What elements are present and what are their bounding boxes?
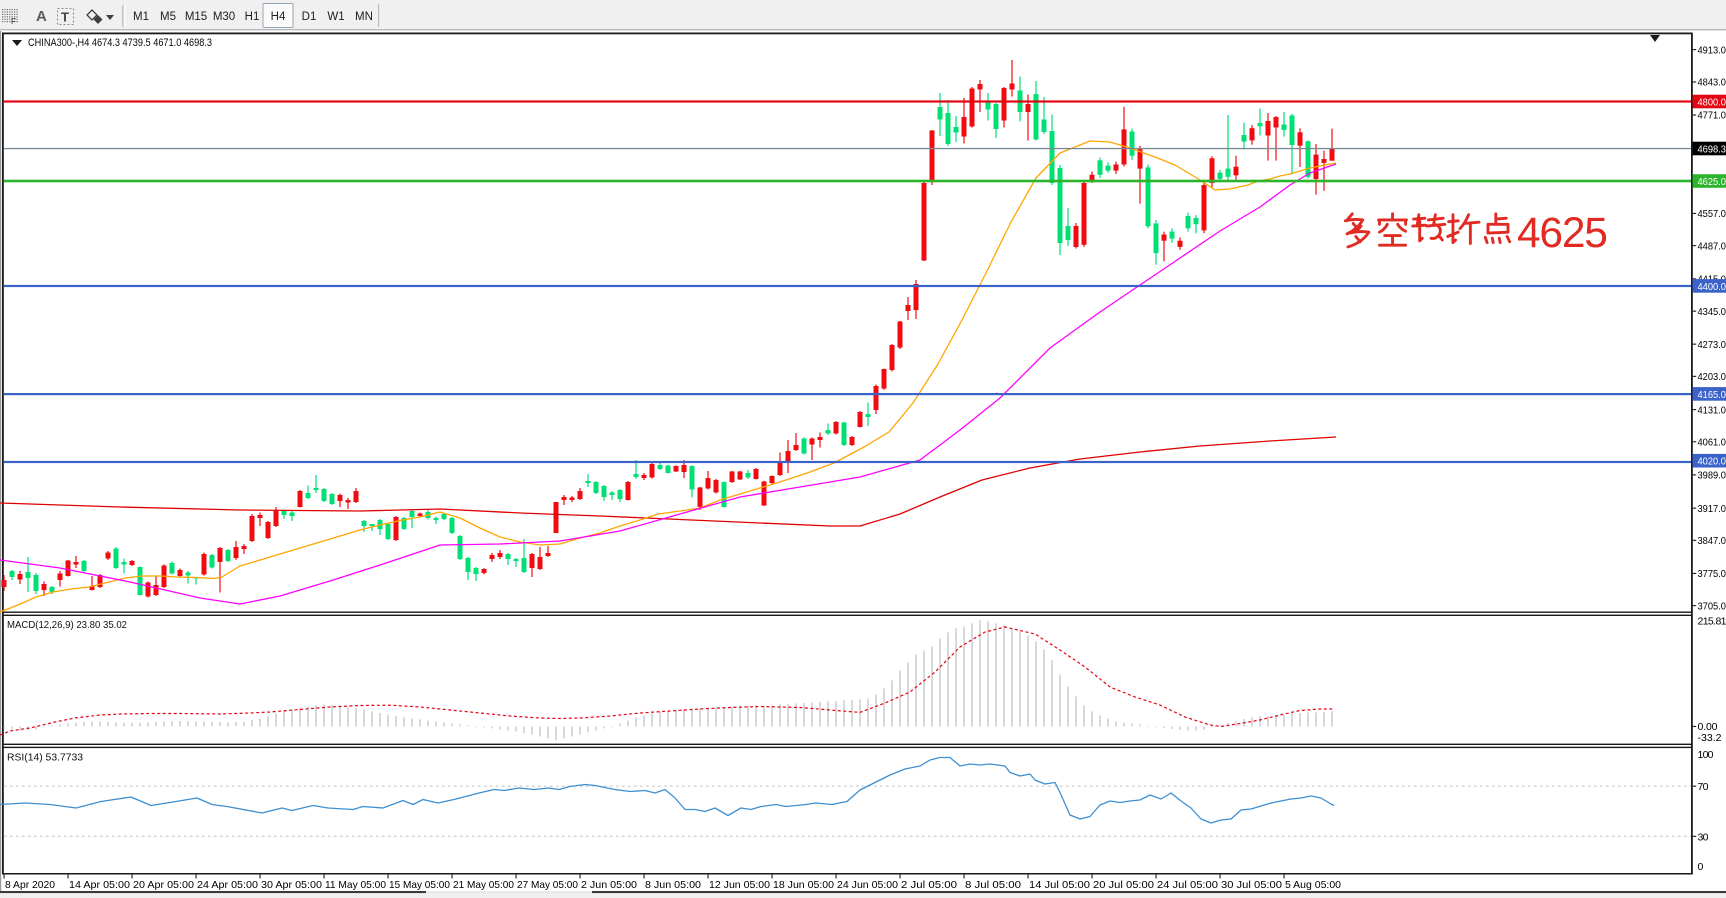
svg-text:3917.0: 3917.0 xyxy=(1698,503,1726,515)
svg-text:24 Apr 05:00: 24 Apr 05:00 xyxy=(197,879,258,891)
svg-text:4131.0: 4131.0 xyxy=(1698,404,1726,416)
svg-text:4843.0: 4843.0 xyxy=(1698,77,1726,89)
svg-text:20 Jul 05:00: 20 Jul 05:00 xyxy=(1093,879,1154,891)
svg-text:3989.0: 3989.0 xyxy=(1698,470,1726,482)
svg-text:30: 30 xyxy=(1698,831,1709,843)
svg-text:A: A xyxy=(36,8,47,25)
svg-text:70: 70 xyxy=(1698,781,1709,793)
svg-text:15 May 05:00: 15 May 05:00 xyxy=(389,879,450,891)
svg-text:3847.0: 3847.0 xyxy=(1698,535,1726,547)
svg-text:24 Jul 05:00: 24 Jul 05:00 xyxy=(1157,879,1218,891)
svg-text:4913.0: 4913.0 xyxy=(1698,44,1726,56)
svg-text:-33.2: -33.2 xyxy=(1698,732,1722,744)
svg-text:MN: MN xyxy=(355,11,373,23)
svg-text:F: F xyxy=(11,17,16,26)
svg-text:4625: 4625 xyxy=(1517,210,1607,257)
svg-text:14 Jul 05:00: 14 Jul 05:00 xyxy=(1029,879,1090,891)
svg-text:27 May 05:00: 27 May 05:00 xyxy=(517,879,578,891)
svg-text:4165.0: 4165.0 xyxy=(1698,389,1726,401)
svg-text:4800.0: 4800.0 xyxy=(1698,96,1726,108)
svg-text:4487.0: 4487.0 xyxy=(1698,240,1726,252)
svg-text:21 May 05:00: 21 May 05:00 xyxy=(453,879,514,891)
svg-text:D1: D1 xyxy=(302,11,317,23)
svg-text:2 Jul 05:00: 2 Jul 05:00 xyxy=(901,879,957,891)
svg-text:215.81: 215.81 xyxy=(1698,616,1726,628)
svg-text:2 Jun 05:00: 2 Jun 05:00 xyxy=(581,879,637,891)
svg-text:M15: M15 xyxy=(185,11,207,23)
svg-text:4273.0: 4273.0 xyxy=(1698,339,1726,351)
svg-text:4698.3: 4698.3 xyxy=(1698,143,1726,155)
svg-text:T: T xyxy=(61,10,69,25)
svg-text:M30: M30 xyxy=(213,11,235,23)
svg-text:M5: M5 xyxy=(160,11,176,23)
svg-text:8 Jul 05:00: 8 Jul 05:00 xyxy=(965,879,1021,891)
svg-text:24 Jun 05:00: 24 Jun 05:00 xyxy=(837,879,898,891)
svg-text:4345.0: 4345.0 xyxy=(1698,306,1726,318)
svg-text:4020.0: 4020.0 xyxy=(1698,456,1726,468)
svg-text:3775.0: 3775.0 xyxy=(1698,568,1726,580)
svg-text:20 Apr 05:00: 20 Apr 05:00 xyxy=(133,879,194,891)
svg-text:M1: M1 xyxy=(133,11,149,23)
svg-text:8 Apr 2020: 8 Apr 2020 xyxy=(5,879,55,891)
svg-text:4771.0: 4771.0 xyxy=(1698,110,1726,122)
svg-text:18 Jun 05:00: 18 Jun 05:00 xyxy=(773,879,834,891)
svg-text:4557.0: 4557.0 xyxy=(1698,208,1726,220)
svg-text:0.00: 0.00 xyxy=(1698,721,1718,733)
svg-text:14 Apr 05:00: 14 Apr 05:00 xyxy=(69,879,130,891)
svg-text:4625.0: 4625.0 xyxy=(1698,176,1726,188)
svg-text:5 Aug 05:00: 5 Aug 05:00 xyxy=(1285,879,1341,891)
svg-text:100: 100 xyxy=(1698,749,1714,761)
svg-text:30 Apr 05:00: 30 Apr 05:00 xyxy=(261,879,322,891)
svg-text:0: 0 xyxy=(1698,861,1704,873)
svg-text:4400.0: 4400.0 xyxy=(1698,281,1726,293)
svg-text:8 Jun 05:00: 8 Jun 05:00 xyxy=(645,879,701,891)
svg-text:H1: H1 xyxy=(245,11,260,23)
svg-text:MACD(12,26,9) 23.80 35.02: MACD(12,26,9) 23.80 35.02 xyxy=(7,619,127,631)
svg-text:W1: W1 xyxy=(327,11,344,23)
svg-text:4061.0: 4061.0 xyxy=(1698,437,1726,449)
svg-text:RSI(14) 53.7733: RSI(14) 53.7733 xyxy=(7,752,83,764)
svg-text:3705.0: 3705.0 xyxy=(1698,600,1726,612)
svg-text:H4: H4 xyxy=(271,11,286,23)
svg-text:4203.0: 4203.0 xyxy=(1698,371,1726,383)
svg-text:CHINA300-,H4 4674.3 4739.5 46: CHINA300-,H4 4674.3 4739.5 4671.0 4698.3 xyxy=(28,37,212,49)
svg-text:11 May 05:00: 11 May 05:00 xyxy=(325,879,386,891)
svg-text:12 Jun 05:00: 12 Jun 05:00 xyxy=(709,879,770,891)
svg-text:30 Jul 05:00: 30 Jul 05:00 xyxy=(1221,879,1282,891)
